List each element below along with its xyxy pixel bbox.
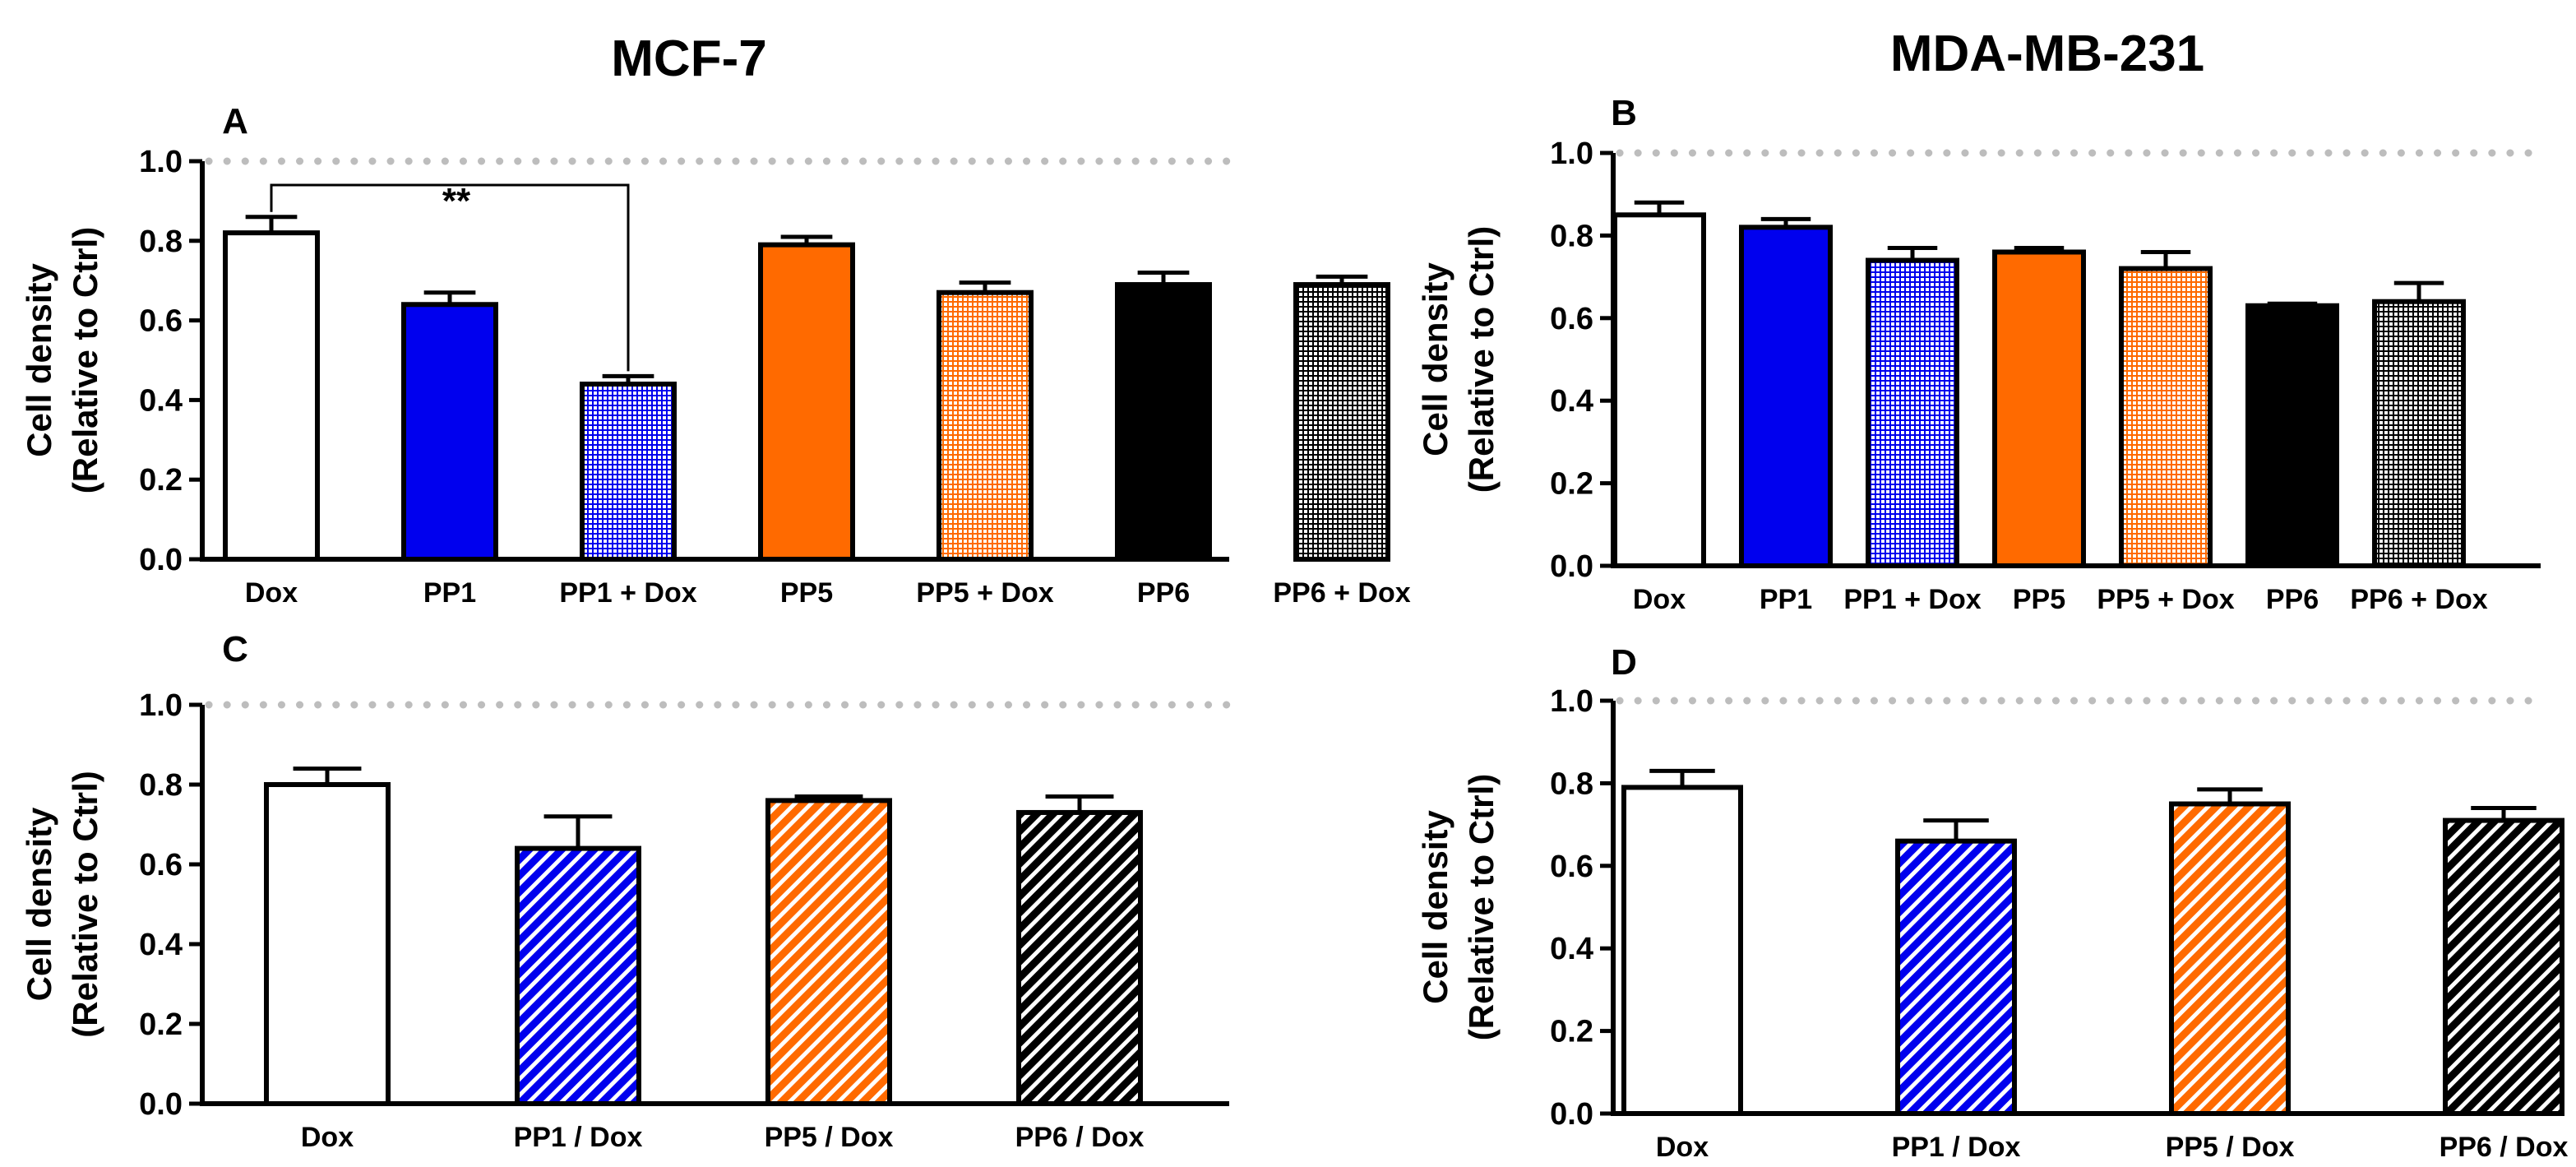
- y-tick-label: 0.2: [1550, 1015, 1593, 1049]
- x-tick-label: PP6: [2266, 584, 2319, 615]
- bar-3: [580, 382, 677, 563]
- y-axis-title-line1: Cell density: [20, 807, 58, 1001]
- y-axis-title-line1: Cell density: [20, 262, 58, 456]
- bar-5: [937, 289, 1034, 562]
- y-axis-title-line2: (Relative to Ctrl): [1462, 226, 1501, 493]
- panel-letter: C: [222, 629, 248, 669]
- bar-2: [1739, 225, 1833, 568]
- bar-3: [765, 798, 892, 1107]
- x-tick-label: PP6 / Dox: [2440, 1132, 2569, 1163]
- x-tick-label: PP6 + Dox: [1273, 577, 1410, 609]
- panel-letter: A: [222, 101, 248, 141]
- bar-2: [401, 302, 498, 562]
- panel-letter: B: [1611, 93, 1637, 133]
- x-tick-label: PP1 + Dox: [559, 577, 696, 609]
- x-tick-label: Dox: [1656, 1132, 1709, 1163]
- right-column-title: MDA-MB-231: [1890, 25, 2204, 82]
- x-tick-label: PP1 / Dox: [1892, 1132, 2021, 1163]
- x-tick-label: PP5 / Dox: [2166, 1132, 2295, 1163]
- significance-bracket: [270, 183, 630, 372]
- bar-1: [264, 782, 391, 1106]
- y-tick-label: 0.6: [139, 304, 183, 339]
- bar-1: [1612, 212, 1706, 568]
- bar-7: [1293, 282, 1390, 562]
- y-tick-label: 0.0: [1550, 549, 1593, 584]
- x-tick-label: PP1: [1760, 584, 1812, 615]
- bar-4: [758, 242, 855, 562]
- y-axis-title-line2: (Relative to Ctrl): [1462, 774, 1501, 1040]
- y-tick-label: 1.0: [139, 688, 183, 723]
- y-tick-label: 0.6: [139, 848, 183, 882]
- x-tick-label: PP5 + Dox: [916, 577, 1053, 609]
- panel-letter: D: [1611, 642, 1637, 683]
- panel-b: B Cell density (Relative to Ctrl) Dox PP1 PP1…: [1416, 93, 2545, 615]
- bar-3: [1866, 257, 1959, 568]
- y-axis-title-line1: Cell density: [1416, 809, 1454, 1003]
- y-tick-label: 1.0: [1550, 684, 1593, 719]
- y-tick-label: 0.4: [139, 928, 183, 962]
- bar-1: [223, 230, 320, 562]
- panel-d: D Cell density (Relative to Ctrl) Dox PP1 / …: [1416, 642, 2569, 1163]
- panel-a: A Cell density (Relative to Ctrl) Dox PP1 PP1…: [20, 101, 1411, 609]
- bar-2: [515, 845, 641, 1106]
- y-tick-label: 0.6: [1550, 850, 1593, 884]
- bar-6: [1115, 282, 1212, 562]
- y-tick-label: 0.2: [1550, 467, 1593, 502]
- y-tick-label: 1.0: [1550, 137, 1593, 171]
- x-tick-label: PP5 + Dox: [2097, 584, 2234, 615]
- x-tick-label: PP1: [423, 577, 476, 609]
- x-tick-label: Dox: [1633, 584, 1686, 615]
- x-tick-label: PP6: [1137, 577, 1190, 609]
- bar-3: [2169, 801, 2291, 1116]
- panel-c: C Cell density (Relative to Ctrl) Dox PP1 / …: [20, 629, 1233, 1153]
- bar-6: [2245, 303, 2339, 568]
- x-tick-label: PP5 / Dox: [765, 1122, 894, 1153]
- bar-2: [1895, 838, 2017, 1116]
- bar-1: [1621, 785, 1743, 1116]
- y-tick-label: 0.2: [139, 463, 183, 498]
- x-tick-label: PP1 + Dox: [1843, 584, 1981, 615]
- y-tick-label: 0.8: [139, 768, 183, 803]
- y-tick-label: 0.2: [139, 1007, 183, 1042]
- x-tick-label: PP6 + Dox: [2350, 584, 2487, 615]
- x-tick-label: PP5: [780, 577, 833, 609]
- y-axis-title-line1: Cell density: [1416, 262, 1454, 456]
- significance-label: **: [442, 181, 471, 221]
- x-tick-label: Dox: [301, 1122, 354, 1153]
- bar-7: [2372, 299, 2466, 568]
- y-tick-label: 0.0: [139, 1087, 183, 1122]
- bar-4: [1016, 809, 1143, 1106]
- y-axis-title-line2: (Relative to Ctrl): [66, 771, 104, 1037]
- y-tick-label: 1.0: [139, 145, 183, 179]
- x-tick-label: PP1 / Dox: [514, 1122, 643, 1153]
- y-tick-label: 0.8: [1550, 219, 1593, 253]
- y-axis-title-line2: (Relative to Ctrl): [66, 227, 104, 493]
- bar-4: [1992, 249, 2086, 568]
- y-tick-label: 0.4: [1550, 384, 1593, 419]
- y-tick-label: 0.0: [139, 543, 183, 577]
- y-tick-label: 0.6: [1550, 302, 1593, 336]
- y-tick-label: 0.4: [139, 383, 183, 418]
- bar-5: [2119, 266, 2213, 568]
- y-tick-label: 0.8: [1550, 766, 1593, 801]
- y-tick-label: 0.0: [1550, 1097, 1593, 1132]
- x-tick-label: PP6 / Dox: [1015, 1122, 1145, 1153]
- y-tick-label: 0.8: [139, 225, 183, 259]
- y-tick-label: 0.4: [1550, 932, 1593, 966]
- x-tick-label: PP5: [2013, 584, 2065, 615]
- left-column-title: MCF-7: [611, 30, 766, 87]
- x-tick-label: Dox: [245, 577, 298, 609]
- bar-4: [2443, 817, 2564, 1117]
